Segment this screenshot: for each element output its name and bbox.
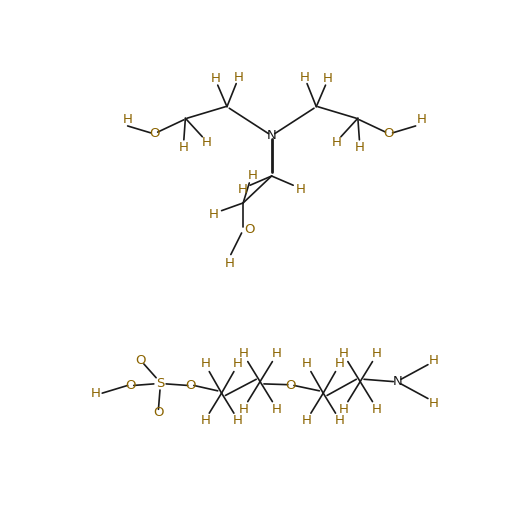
Text: O: O bbox=[286, 379, 296, 392]
Text: O: O bbox=[186, 379, 196, 392]
Text: H: H bbox=[237, 184, 248, 196]
Text: S: S bbox=[156, 377, 164, 390]
Text: H: H bbox=[271, 403, 281, 416]
Text: H: H bbox=[296, 184, 306, 196]
Text: H: H bbox=[355, 141, 364, 154]
Text: N: N bbox=[392, 375, 402, 388]
Text: H: H bbox=[202, 136, 212, 149]
Text: H: H bbox=[200, 357, 210, 370]
Text: H: H bbox=[334, 357, 344, 370]
Text: O: O bbox=[383, 127, 394, 140]
Text: H: H bbox=[209, 208, 219, 221]
Text: N: N bbox=[267, 129, 277, 142]
Text: H: H bbox=[239, 403, 249, 416]
Text: O: O bbox=[136, 354, 146, 367]
Text: H: H bbox=[302, 414, 312, 428]
Text: H: H bbox=[334, 414, 344, 428]
Text: H: H bbox=[339, 403, 349, 416]
Text: H: H bbox=[248, 169, 257, 182]
Text: H: H bbox=[234, 71, 243, 84]
Text: H: H bbox=[271, 347, 281, 360]
Text: H: H bbox=[417, 113, 427, 126]
Text: H: H bbox=[323, 72, 333, 85]
Text: H: H bbox=[224, 256, 234, 269]
Text: H: H bbox=[331, 136, 341, 149]
Text: H: H bbox=[200, 414, 210, 428]
Text: H: H bbox=[372, 347, 381, 360]
Text: H: H bbox=[300, 71, 310, 84]
Text: H: H bbox=[339, 347, 349, 360]
Text: H: H bbox=[233, 357, 243, 370]
Text: O: O bbox=[126, 379, 136, 392]
Text: O: O bbox=[153, 406, 164, 419]
Text: H: H bbox=[91, 387, 101, 400]
Text: H: H bbox=[428, 397, 438, 409]
Text: H: H bbox=[302, 357, 312, 370]
Text: H: H bbox=[372, 403, 381, 416]
Text: H: H bbox=[239, 347, 249, 360]
Text: O: O bbox=[149, 127, 160, 140]
Text: O: O bbox=[244, 223, 254, 236]
Text: H: H bbox=[233, 414, 243, 428]
Text: H: H bbox=[210, 72, 220, 85]
Text: H: H bbox=[179, 141, 189, 154]
Text: H: H bbox=[428, 354, 438, 367]
Text: H: H bbox=[123, 113, 132, 126]
